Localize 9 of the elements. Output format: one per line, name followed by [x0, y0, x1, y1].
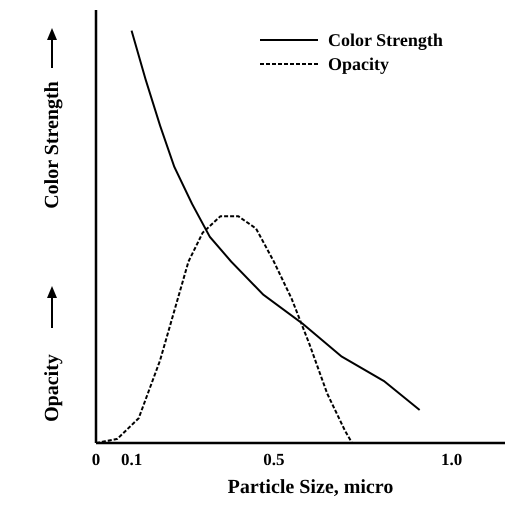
x-tick-label: 0.1	[120, 450, 142, 469]
x-tick-label: 0	[92, 450, 100, 469]
y2-axis-title: Opacity	[41, 354, 63, 422]
y-axis-title: Color Strength	[41, 81, 63, 209]
x-axis-title: Particle Size, micro	[228, 476, 394, 498]
legend-label: Opacity	[328, 54, 389, 74]
legend-label: Color Strength	[328, 30, 443, 50]
x-tick-label: 1.0	[441, 450, 462, 469]
x-tick-label: 0.5	[263, 450, 284, 469]
